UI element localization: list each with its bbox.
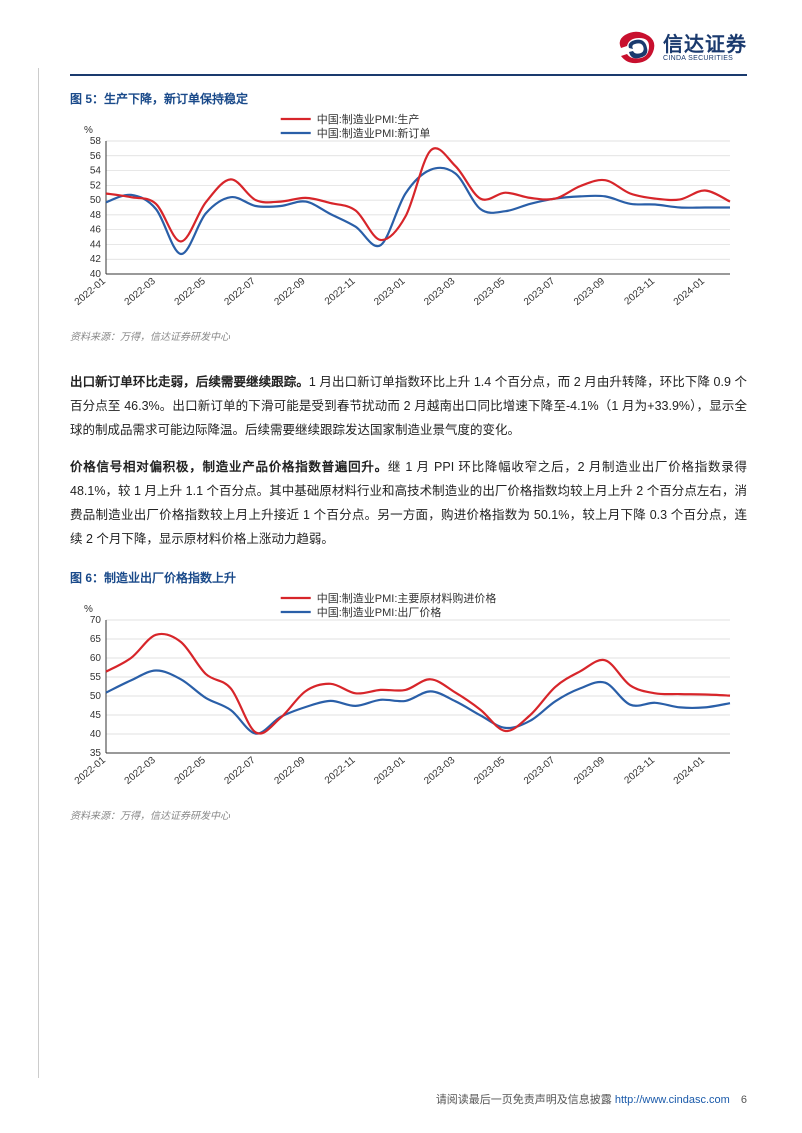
svg-text:2022-11: 2022-11 [323, 755, 358, 787]
svg-text:中国:制造业PMI:主要原材料购进价格: 中国:制造业PMI:主要原材料购进价格 [317, 591, 497, 605]
figure6-source: 资料来源：万得，信达证券研发中心 [70, 807, 747, 822]
svg-text:2022-09: 2022-09 [272, 755, 308, 787]
svg-text:2023-03: 2023-03 [422, 276, 458, 308]
page-number: 6 [741, 1094, 747, 1106]
svg-text:2022-07: 2022-07 [223, 276, 259, 308]
svg-text:%: % [84, 604, 93, 615]
svg-text:中国:制造业PMI:生产: 中国:制造业PMI:生产 [317, 112, 420, 126]
svg-text:42: 42 [90, 254, 102, 265]
svg-text:2023-05: 2023-05 [472, 755, 508, 787]
svg-text:70: 70 [90, 615, 102, 626]
svg-text:2023-09: 2023-09 [572, 276, 608, 308]
page-footer: 请阅读最后一页免责声明及信息披露 http://www.cindasc.com … [436, 1091, 747, 1107]
svg-text:2022-11: 2022-11 [323, 276, 358, 308]
svg-text:54: 54 [90, 166, 102, 177]
svg-text:50: 50 [90, 691, 102, 702]
svg-text:2023-07: 2023-07 [522, 276, 558, 308]
figure6-title: 图 6：制造业出厂价格指数上升 [70, 569, 747, 586]
logo-swirl-icon [613, 30, 657, 66]
svg-text:2023-11: 2023-11 [622, 276, 657, 308]
svg-text:46: 46 [90, 225, 102, 236]
svg-text:2024-01: 2024-01 [672, 276, 708, 308]
svg-text:%: % [84, 125, 93, 136]
svg-text:中国:制造业PMI:新订单: 中国:制造业PMI:新订单 [317, 126, 431, 140]
svg-text:60: 60 [90, 653, 102, 664]
svg-text:44: 44 [90, 239, 102, 250]
footer-link[interactable]: http://www.cindasc.com [615, 1094, 730, 1106]
company-logo: 信达证券 CINDA SECURITIES [613, 30, 747, 66]
svg-text:50: 50 [90, 195, 102, 206]
figure5-chart: 40424446485052545658%2022-012022-032022-… [70, 111, 740, 326]
left-margin-rule [38, 68, 39, 1078]
svg-text:2023-01: 2023-01 [372, 755, 408, 787]
svg-text:2022-01: 2022-01 [73, 755, 109, 787]
svg-text:2022-09: 2022-09 [272, 276, 308, 308]
figure5-source: 资料来源：万得，信达证券研发中心 [70, 328, 747, 343]
svg-text:2024-01: 2024-01 [672, 755, 708, 787]
svg-text:55: 55 [90, 672, 102, 683]
svg-text:45: 45 [90, 710, 102, 721]
logo-text-cn: 信达证券 [663, 35, 747, 55]
para2-lead: 价格信号相对偏积极，制造业产品价格指数普遍回升。 [70, 460, 388, 474]
para1-lead: 出口新订单环比走弱，后续需要继续跟踪。 [70, 375, 309, 389]
figure6-chart: 3540455055606570%2022-012022-032022-0520… [70, 590, 740, 805]
logo-text-en: CINDA SECURITIES [663, 55, 747, 62]
svg-text:2022-03: 2022-03 [123, 276, 159, 308]
svg-text:65: 65 [90, 634, 102, 645]
svg-text:2022-03: 2022-03 [123, 755, 159, 787]
svg-text:中国:制造业PMI:出厂价格: 中国:制造业PMI:出厂价格 [317, 605, 442, 619]
svg-text:2022-05: 2022-05 [173, 755, 209, 787]
svg-text:2023-09: 2023-09 [572, 755, 608, 787]
header-divider [70, 74, 747, 76]
page-header: 信达证券 CINDA SECURITIES [70, 30, 747, 66]
svg-text:2023-01: 2023-01 [372, 276, 408, 308]
figure5-title: 图 5：生产下降，新订单保持稳定 [70, 90, 747, 107]
svg-text:2023-11: 2023-11 [622, 755, 657, 787]
svg-text:2023-05: 2023-05 [472, 276, 508, 308]
svg-text:2022-05: 2022-05 [173, 276, 209, 308]
svg-text:58: 58 [90, 136, 102, 147]
svg-text:40: 40 [90, 729, 102, 740]
svg-text:2023-03: 2023-03 [422, 755, 458, 787]
svg-text:2023-07: 2023-07 [522, 755, 558, 787]
svg-text:2022-07: 2022-07 [223, 755, 259, 787]
svg-text:56: 56 [90, 151, 102, 162]
footer-disclaimer: 请阅读最后一页免责声明及信息披露 [436, 1094, 612, 1106]
svg-text:48: 48 [90, 210, 102, 221]
svg-text:2022-01: 2022-01 [73, 276, 109, 308]
svg-text:52: 52 [90, 180, 102, 191]
body-paragraph-1: 出口新订单环比走弱，后续需要继续跟踪。1 月出口新订单指数环比上升 1.4 个百… [70, 371, 747, 442]
body-paragraph-2: 价格信号相对偏积极，制造业产品价格指数普遍回升。继 1 月 PPI 环比降幅收窄… [70, 456, 747, 551]
